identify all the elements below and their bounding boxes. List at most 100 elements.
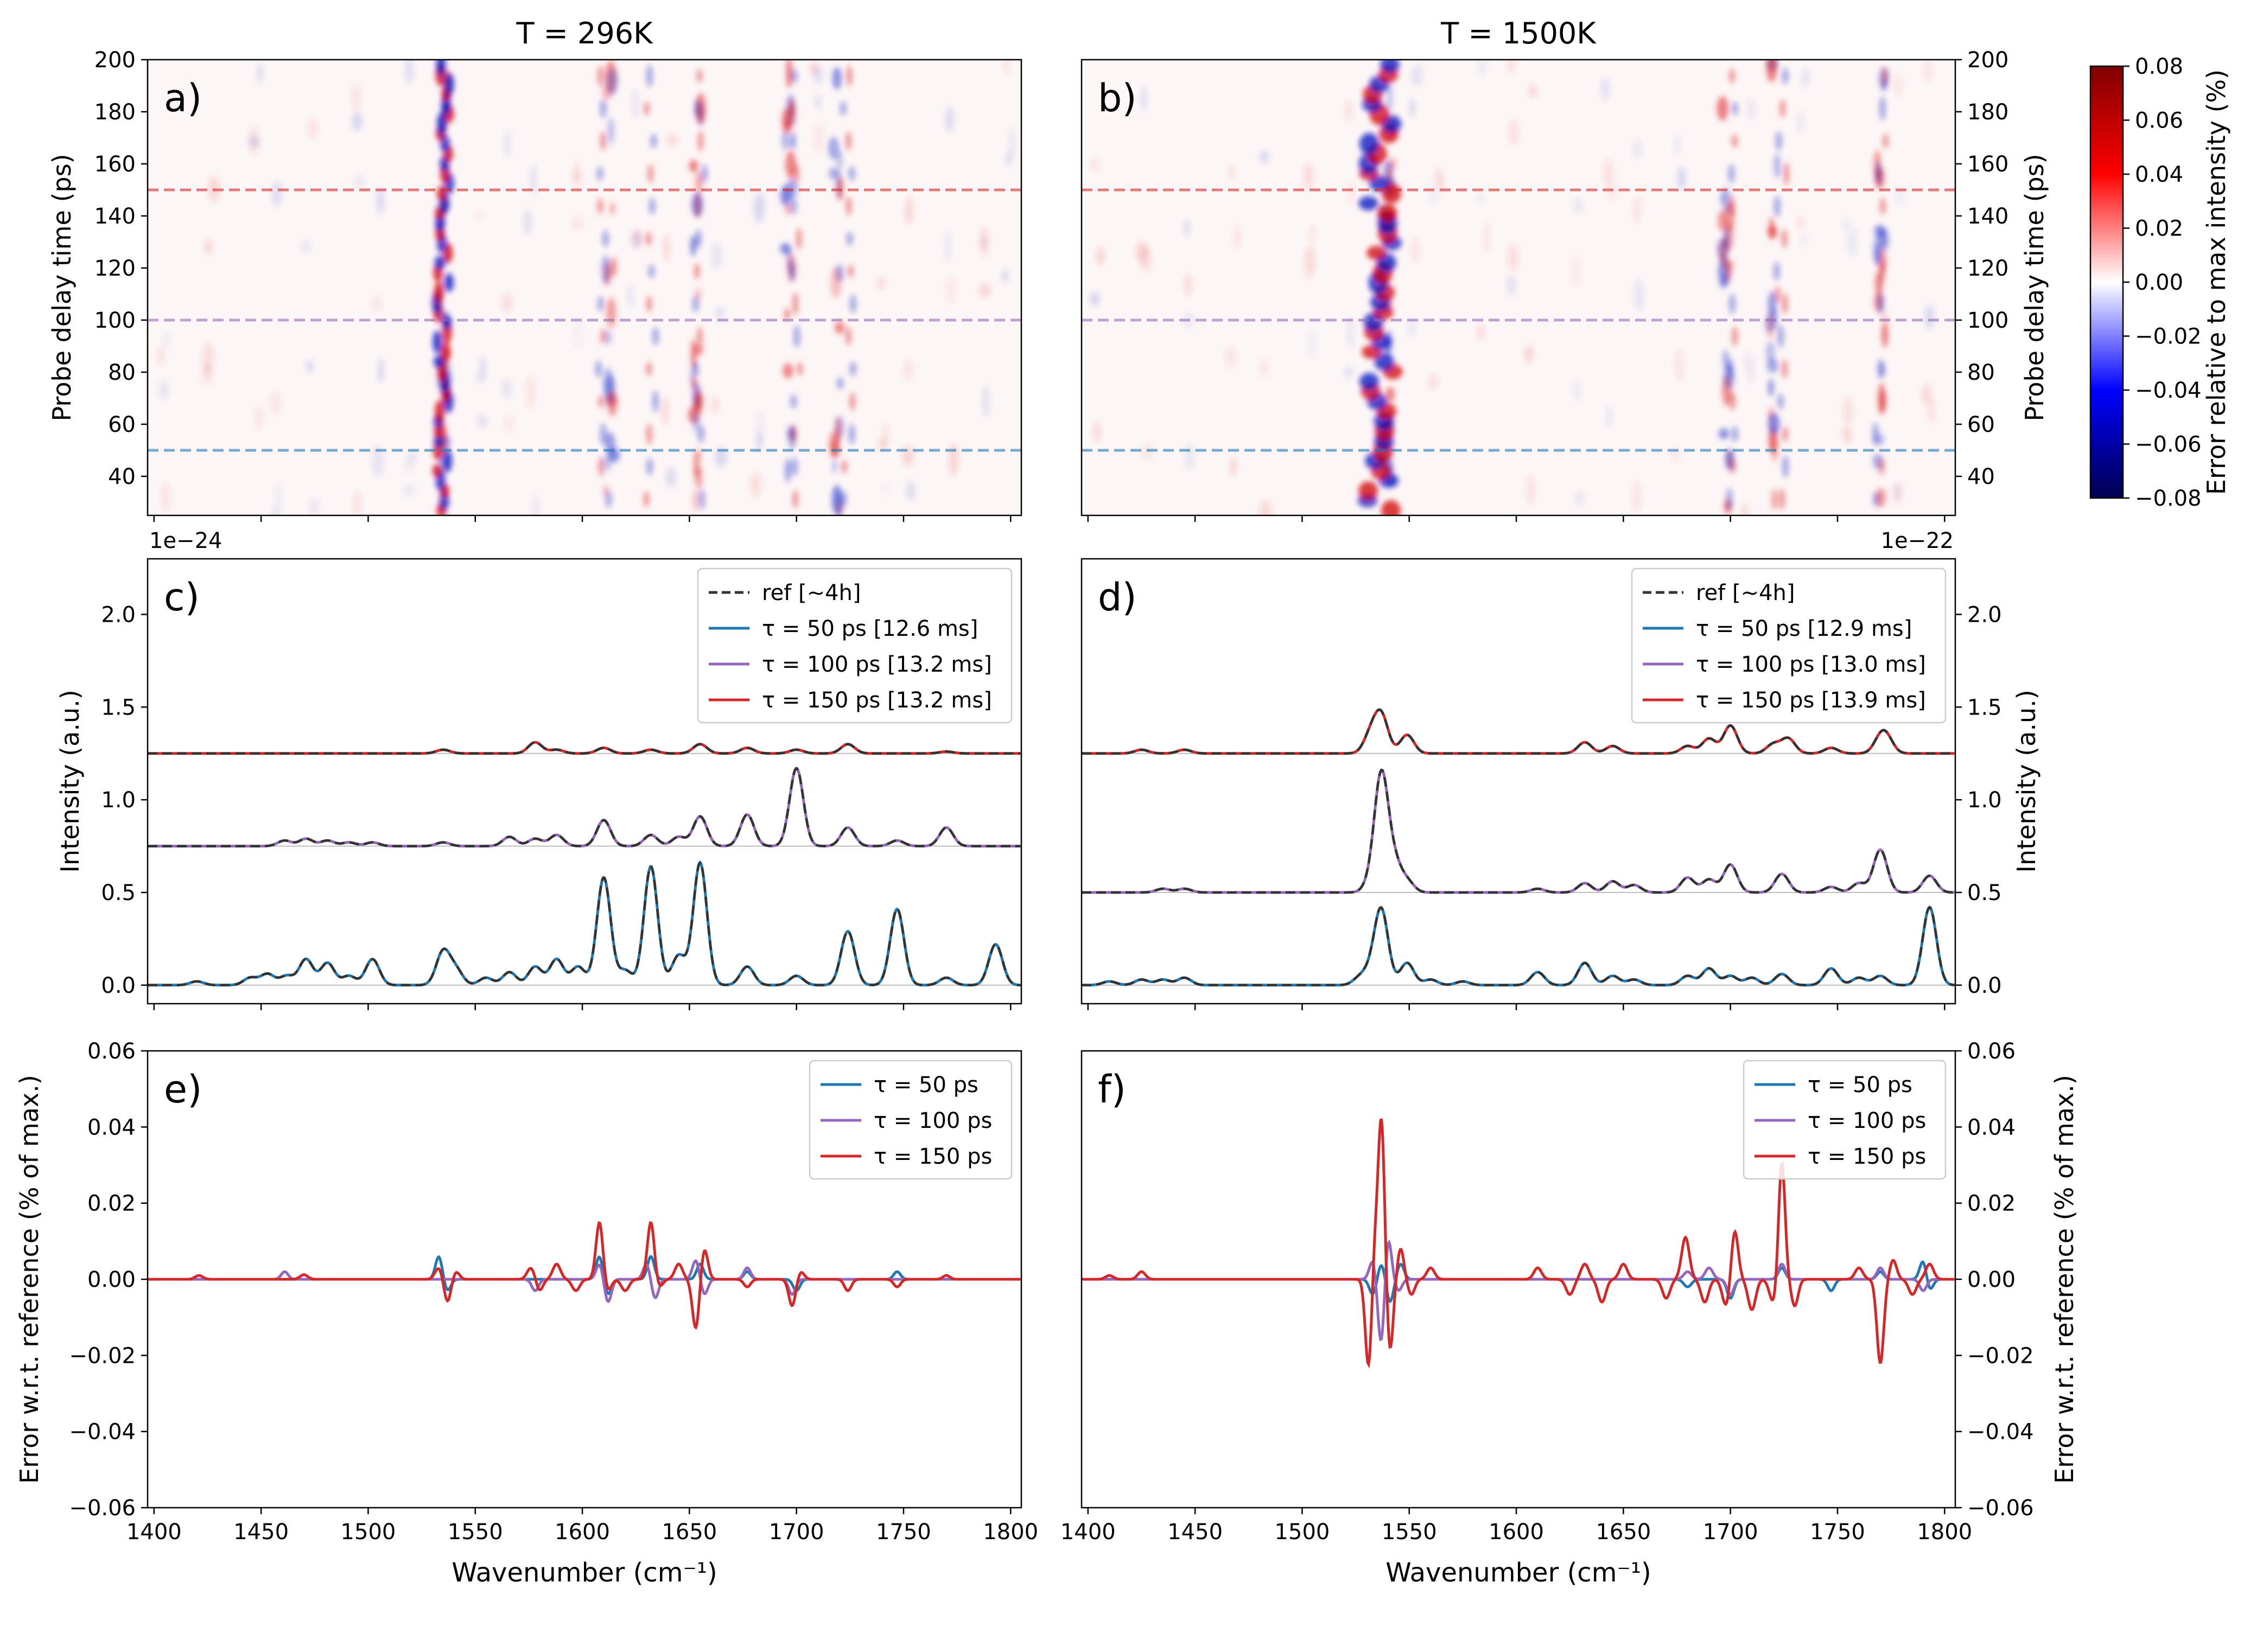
legend-entry: τ = 150 ps [13.9 ms] [1696, 688, 1926, 713]
heatmap-cell [1882, 133, 1889, 149]
heatmap-cell [1797, 111, 1804, 134]
legend-entry: τ = 50 ps [12.6 ms] [762, 616, 978, 641]
x-tick-label: 1750 [876, 1520, 931, 1545]
heatmap-cell [432, 464, 442, 477]
ylabel-error-right: Error w.r.t. reference (% of max.) [2050, 1075, 2079, 1484]
heatmap-blobs [1089, 60, 1936, 515]
panel-e-error: 1400 1450 1500 1550 1600 1650 1700 1750 1800 −0.0… [69, 1039, 1038, 1545]
ylabel-delay-right: Probe delay time (ps) [2020, 154, 2049, 421]
y-tick-label: −0.04 [1967, 1420, 2034, 1445]
heatmap-cell [848, 424, 855, 444]
heatmap-cell [979, 283, 991, 298]
heatmap-cell [1731, 426, 1738, 442]
heatmap-cell [1881, 66, 1888, 86]
heatmap-cell [692, 295, 699, 312]
panel-d-intensity: 0.0 0.5 1.0 1.5 2.0 d) 1e−22 ref [~4h] τ = 50 ps… [1080, 528, 2002, 1010]
heatmap-cell [1572, 257, 1579, 287]
heatmap-cell [504, 130, 511, 157]
heatmap-cell [1873, 492, 1880, 507]
series-line [148, 767, 1021, 848]
axes-frame [147, 558, 1022, 1005]
heatmap-cell [597, 394, 605, 409]
heatmap-cell [1782, 293, 1789, 315]
heatmap-cell [646, 458, 653, 475]
heatmap-cell [695, 171, 703, 195]
heatmap-cell [1723, 227, 1730, 250]
heatmap-cell [840, 101, 847, 116]
heatmap-cell [1380, 60, 1400, 73]
heatmap-cell [1779, 99, 1786, 118]
y-tick-label: 0.06 [1967, 1039, 2016, 1064]
heatmap-cell [1366, 246, 1387, 260]
heatmap-cell [710, 243, 723, 270]
heatmap-cell [1507, 244, 1519, 271]
series-line [148, 741, 1021, 755]
heatmap-cell [849, 361, 856, 377]
heatmap-cell [572, 169, 582, 182]
panel-letter: e) [164, 1067, 202, 1112]
y-tick-label: 0.5 [1967, 881, 2002, 905]
heatmap-cell [692, 489, 698, 512]
heatmap-cell [1509, 119, 1519, 145]
colorbar-tick-label: −0.06 [2135, 432, 2202, 457]
heatmap-cell [1009, 127, 1015, 160]
heatmap-cell [689, 160, 698, 173]
heatmap-cell [1344, 366, 1353, 379]
heatmap-cell [1731, 101, 1738, 116]
heatmap-blobs [157, 60, 1015, 515]
heatmap-cell [695, 229, 702, 248]
legend-box [697, 567, 1013, 724]
heatmap-cell [1606, 184, 1618, 199]
y-tick-label: −0.06 [69, 1496, 136, 1521]
x-tick-label: 1500 [341, 1520, 396, 1545]
heatmap-cell [602, 230, 609, 247]
heatmap-cell [691, 377, 698, 390]
legend: τ = 50 ps τ = 100 ps τ = 150 ps [1743, 1060, 1947, 1180]
heatmap-cell [1377, 204, 1397, 222]
heatmap-cell [791, 68, 798, 84]
heatmap-cell [696, 69, 703, 83]
heatmap-cell [531, 495, 539, 515]
heatmap-cell [1740, 504, 1750, 515]
heatmap-cell [882, 482, 888, 495]
heatmap-cell [1344, 100, 1353, 122]
heatmap-cell [830, 267, 842, 298]
heatmap-cell [501, 379, 512, 399]
heatmap-cell [786, 60, 793, 88]
heatmap-cell [605, 432, 615, 454]
heatmap-cell [1842, 425, 1852, 444]
heatmap-cell [1773, 262, 1780, 280]
heatmap-cell [791, 457, 798, 476]
heatmap-cell [645, 231, 652, 246]
y-tick-label: 40 [108, 464, 136, 489]
heatmap-cell [1773, 195, 1781, 217]
heatmap-cell [1435, 168, 1442, 187]
heatmap-cell [849, 295, 856, 313]
heatmap-cell [248, 136, 260, 148]
heatmap-cell [1773, 153, 1781, 178]
heatmap-cell [780, 243, 791, 254]
heatmap-cell [790, 394, 797, 409]
y-tick-label: 0.04 [1967, 1115, 2016, 1140]
heatmap-cell [694, 99, 701, 118]
heatmap-cell [609, 202, 615, 215]
heatmap-cell [1725, 260, 1732, 283]
heatmap-cell [692, 361, 699, 377]
heatmap-cell [1304, 246, 1316, 278]
colorbar-gradient [2089, 65, 2124, 499]
heatmap-cell [530, 164, 536, 195]
heatmap-cell [1677, 167, 1687, 190]
heatmap-cell [1303, 162, 1314, 190]
heatmap-cell [1573, 198, 1583, 214]
heatmap-cell [848, 166, 855, 181]
heatmap-cell [1728, 195, 1736, 217]
plot-area [148, 1221, 1021, 1330]
heatmap-cell [270, 391, 282, 415]
heatmap-cell [271, 181, 283, 207]
heatmap-cell [788, 99, 795, 118]
colorbar: 0.08 0.06 0.04 0.02 0.00 −0.02 −0.04 −0.06 −0.08… [2089, 54, 2231, 511]
panel-letter: b) [1098, 76, 1137, 120]
heatmap-cell [831, 459, 837, 473]
heatmap-cell [403, 484, 415, 497]
heatmap-cell [1728, 164, 1735, 183]
